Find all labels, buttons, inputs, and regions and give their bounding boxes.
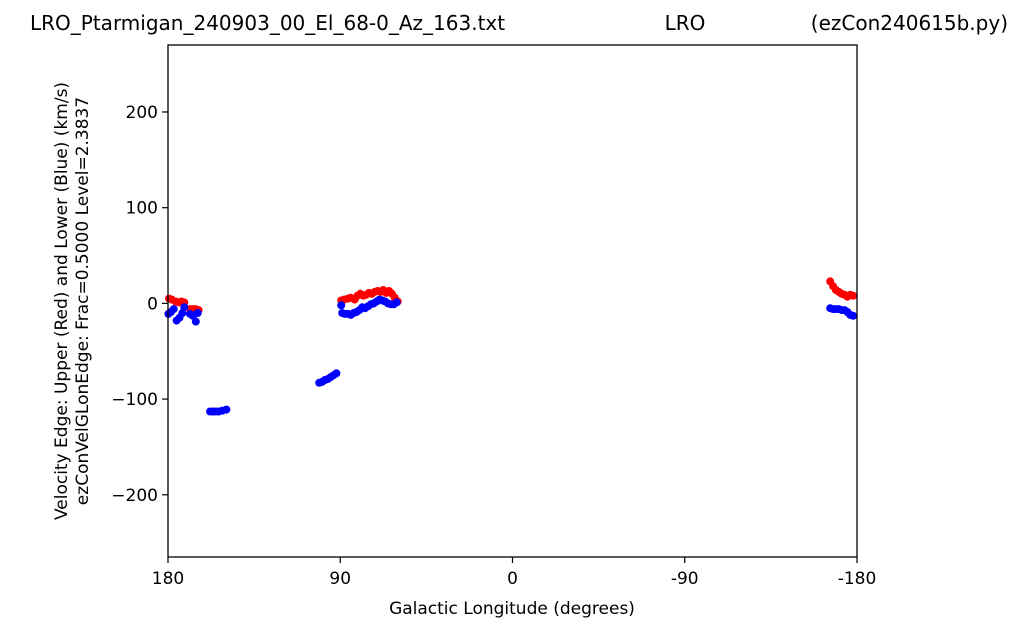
lower-edge-point: [191, 317, 200, 326]
lower-edge-point: [337, 301, 346, 310]
y-tick-label: 200: [126, 103, 158, 123]
lower-edge-point: [193, 309, 202, 317]
x-tick-label: -180: [838, 569, 877, 589]
y-axis-label-line1: Velocity Edge: Upper (Red) and Lower (Bl…: [52, 82, 72, 520]
x-tick-label: 90: [329, 569, 351, 589]
chart-title-site: LRO: [665, 11, 706, 35]
plot-frame: [167, 44, 858, 558]
y-tick-label: −200: [111, 486, 158, 506]
x-tick-label: 0: [507, 569, 518, 589]
chart-title-filename: LRO_Ptarmigan_240903_00_El_68-0_Az_163.t…: [30, 11, 505, 35]
y-tick-label: −100: [111, 390, 158, 410]
y-axis-ticks: 200 100 0 −100 −200: [111, 103, 168, 506]
chart-title-script: (ezCon240615b.py): [811, 11, 1008, 35]
data-points: [164, 277, 858, 416]
lower-edge-point: [169, 305, 178, 314]
upper-edge-point: [849, 291, 858, 300]
x-axis-label: Galactic Longitude (degrees): [389, 599, 635, 619]
x-tick-label: -90: [671, 569, 699, 589]
lower-edge-point: [180, 303, 189, 312]
y-tick-label: 100: [126, 199, 158, 219]
y-axis-label-line2: ezConVelGLonEdge: Frac=0.5000 Level=2.38…: [73, 97, 93, 505]
x-axis-ticks: 180 90 0 -90 -180: [152, 557, 877, 589]
x-tick-label: 180: [152, 569, 184, 589]
lower-edge-point: [849, 311, 858, 320]
lower-edge-point: [332, 369, 341, 378]
lower-edge-point: [392, 298, 401, 307]
y-tick-label: 0: [147, 294, 158, 314]
lower-edge-point: [222, 405, 231, 414]
